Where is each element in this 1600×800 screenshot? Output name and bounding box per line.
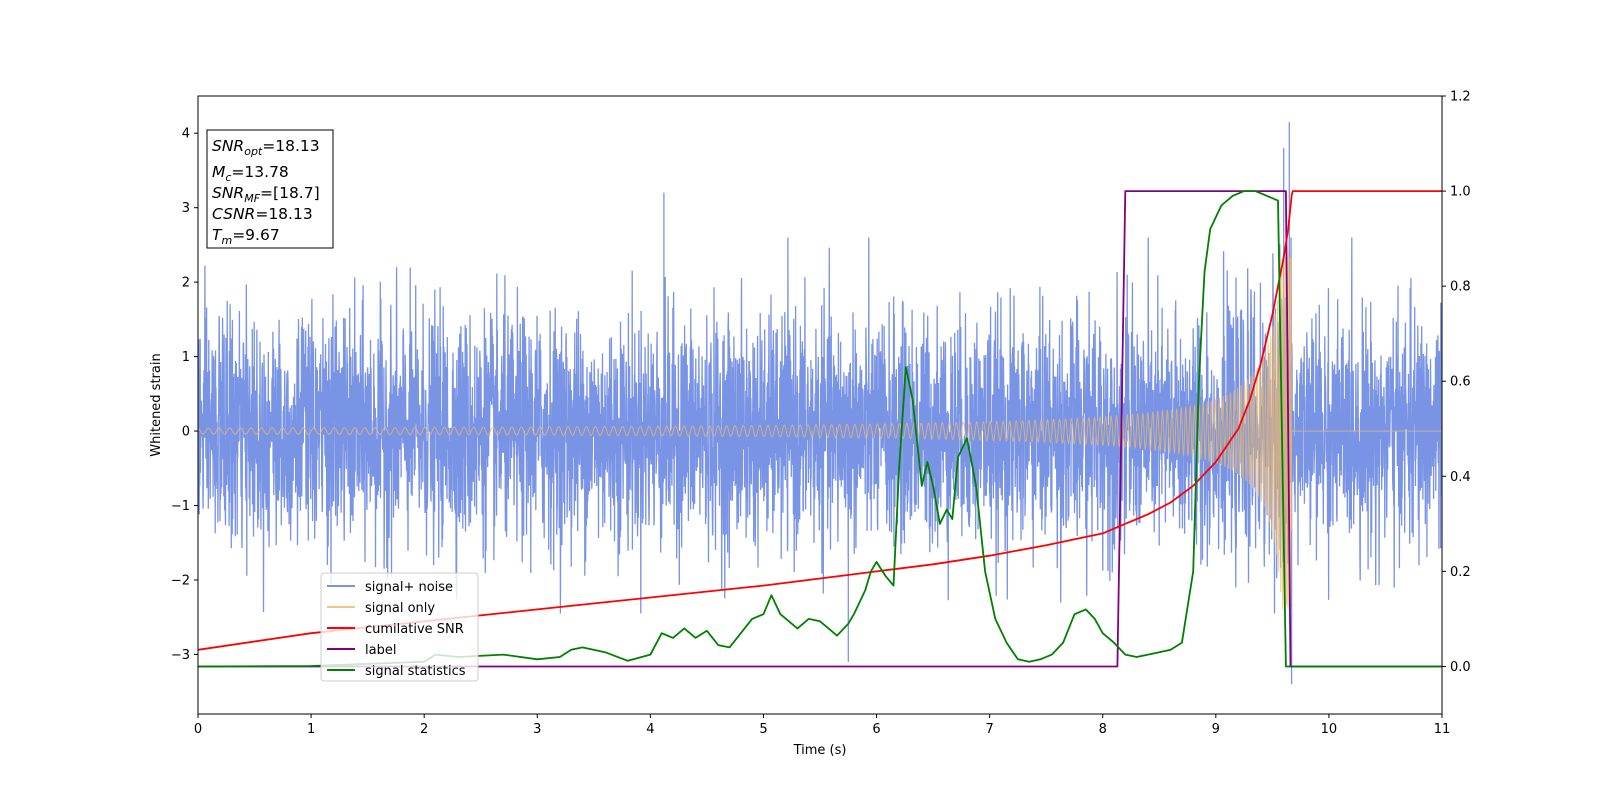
y-right-tick-label: 1.2 [1450,90,1471,105]
legend-label: label [365,643,396,658]
y-left-tick-label: −2 [171,573,190,588]
y-axis-right: 0.0 0.2 0.4 0.6 0.8 1.0 1.2 [1442,90,1471,675]
x-tick-label: 4 [646,722,654,737]
x-tick-label: 0 [194,722,202,737]
x-tick-label: 5 [759,722,767,737]
x-tick-label: 2 [420,722,428,737]
y-left-tick-label: −1 [171,499,190,514]
legend-label: signal only [365,601,435,616]
series-signal-statistics [198,190,1442,668]
y-left-tick-label: −3 [171,648,190,663]
info-box-line: CSNR=18.13 [212,205,313,223]
x-tick-label: 1 [307,722,315,737]
x-tick-label: 10 [1321,722,1338,737]
info-box-frame [206,129,334,249]
legend: signal+ noise signal only cumilative SNR la… [320,572,479,682]
y-right-tick-label: 0.8 [1450,280,1471,295]
legend-label: cumilative SNR [365,622,464,637]
legend-label: signal statistics [365,664,466,679]
y-left-tick-label: 4 [182,127,190,142]
plot-frame [197,95,1443,715]
legend-frame [320,572,479,682]
y-left-tick-label: 2 [182,276,190,291]
x-tick-label: 11 [1434,722,1451,737]
info-box-line: Mc=13.78 [212,163,289,184]
y-left-tick-label: 1 [182,350,190,365]
y-right-tick-label: 0.6 [1450,375,1471,390]
plot-area [198,122,1442,685]
y-left-tick-label: 3 [182,201,190,216]
y-axis-left: −3 −2 −1 0 1 2 3 4 [171,127,198,663]
x-axis-label: Time (s) [793,743,847,758]
x-tick-label: 7 [985,722,993,737]
x-tick-label: 3 [533,722,541,737]
info-box-line: SNRopt=18.13 [212,137,320,158]
y-left-tick-label: 0 [182,425,190,440]
y-right-tick-label: 1.0 [1450,185,1471,200]
x-tick-label: 9 [1212,722,1220,737]
info-box-line: SNRMF=[18.7] [212,184,320,205]
series-signal-only [198,252,1442,610]
series-cumulative-snr [198,190,1442,651]
y-right-tick-label: 0.2 [1450,565,1471,580]
y-axis-label: Whitened strain [149,353,164,456]
x-tick-label: 6 [872,722,880,737]
x-axis: 0 1 2 3 4 5 6 7 8 9 10 11 [194,714,1450,737]
y-right-tick-label: 0.0 [1450,660,1471,675]
info-box: SNRopt=18.13 Mc=13.78SNRMF=[18.7]CSNR=18.… [206,129,334,249]
x-tick-label: 8 [1099,722,1107,737]
y-right-tick-label: 0.4 [1450,470,1471,485]
legend-label: signal+ noise [365,580,453,595]
info-box-line: Tm=9.67 [212,226,280,247]
